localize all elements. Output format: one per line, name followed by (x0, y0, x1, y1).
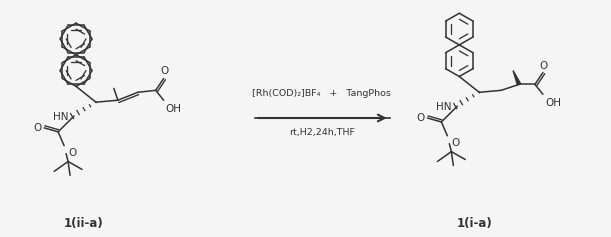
Text: O: O (33, 123, 41, 133)
Text: O: O (68, 148, 76, 158)
Text: [Rh(COD)₂]BF₄   +   TangPhos: [Rh(COD)₂]BF₄ + TangPhos (252, 89, 392, 98)
Text: O: O (416, 113, 425, 123)
Text: OH: OH (545, 98, 561, 108)
Text: O: O (452, 138, 459, 148)
Text: HN: HN (436, 102, 452, 112)
Text: OH: OH (166, 104, 181, 114)
Text: 1(ii-a): 1(ii-a) (64, 217, 104, 230)
Text: rt,H2,24h,THF: rt,H2,24h,THF (289, 128, 355, 137)
Text: 1(i-a): 1(i-a) (456, 217, 492, 230)
Text: HN: HN (53, 112, 68, 122)
Polygon shape (513, 71, 521, 85)
Text: O: O (540, 61, 548, 71)
Text: O: O (161, 67, 169, 77)
